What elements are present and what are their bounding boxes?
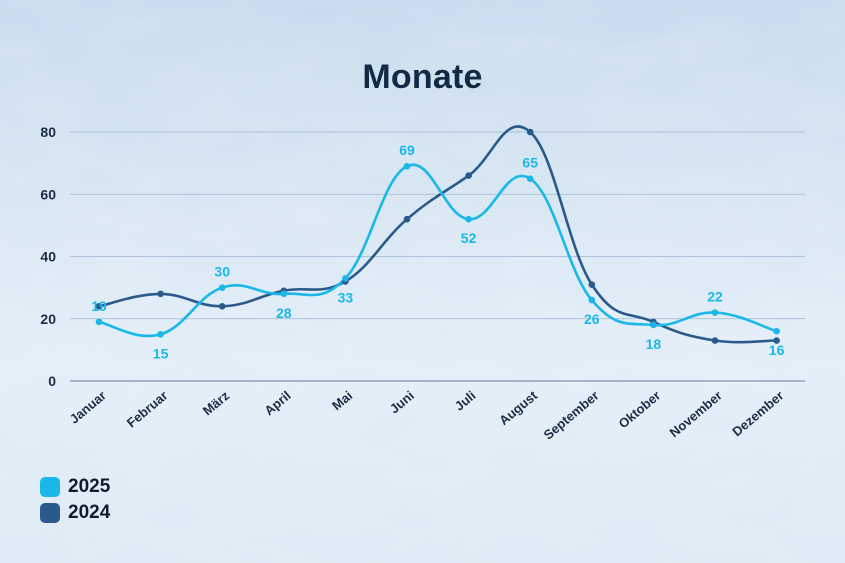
x-axis-ticks: Januar Februar März April Mai Juni Juli August S… xyxy=(67,387,787,442)
x-tick-label: Dezember xyxy=(729,388,786,439)
data-point-2024 xyxy=(157,290,164,298)
data-point-2024 xyxy=(465,172,472,179)
legend-item-2024: 2024 xyxy=(40,500,110,526)
data-label-2025: 28 xyxy=(276,305,292,321)
data-label-2025: 22 xyxy=(707,289,723,305)
x-tick-label: Mai xyxy=(329,388,355,413)
legend-label-2025: 2025 xyxy=(68,476,111,497)
data-point-2024 xyxy=(773,337,780,344)
chart-title: Monate xyxy=(362,58,483,96)
data-label-2025: 33 xyxy=(338,289,354,305)
y-tick-label: 60 xyxy=(40,186,56,202)
data-label-2025: 19 xyxy=(91,298,107,314)
data-point-2024 xyxy=(218,303,226,310)
y-tick-label: 40 xyxy=(40,249,56,265)
data-point-2025 xyxy=(403,162,411,170)
legend: 2025 2024 xyxy=(40,474,110,526)
x-tick-label: November xyxy=(667,388,725,440)
data-point-2025 xyxy=(650,321,657,329)
x-tick-label: September xyxy=(541,388,602,443)
data-label-2025: 15 xyxy=(153,345,169,361)
y-axis-ticks: 0 20 40 60 80 xyxy=(40,124,56,389)
legend-item-2025: 2025 xyxy=(40,474,110,500)
data-point-2025 xyxy=(218,284,226,291)
data-point-2025 xyxy=(465,215,472,223)
data-point-2024 xyxy=(95,303,103,310)
data-labels: 19 15 30 28 33 69 52 65 26 18 22 16 xyxy=(91,142,784,361)
data-label-2025: 26 xyxy=(584,311,600,327)
x-tick-label: August xyxy=(496,387,540,428)
x-tick-label: Februar xyxy=(124,388,171,431)
x-tick-label: März xyxy=(200,387,233,418)
x-tick-label: Juli xyxy=(452,388,479,414)
data-point-2024 xyxy=(526,128,534,136)
series-points xyxy=(95,128,780,344)
data-point-2025 xyxy=(157,331,164,338)
data-point-2025 xyxy=(588,296,596,304)
data-point-2024 xyxy=(588,281,596,288)
gridlines xyxy=(70,131,805,382)
x-tick-label: Oktober xyxy=(616,388,664,432)
data-point-2025 xyxy=(342,274,349,282)
data-point-2025 xyxy=(711,309,719,316)
data-label-2025: 65 xyxy=(522,155,538,171)
legend-label-2024: 2024 xyxy=(68,502,111,523)
x-tick-label: April xyxy=(261,388,293,419)
data-label-2025: 52 xyxy=(461,230,477,246)
y-tick-label: 0 xyxy=(48,373,56,389)
data-label-2025: 30 xyxy=(214,264,230,280)
data-point-2025 xyxy=(773,327,780,335)
x-tick-label: Januar xyxy=(67,388,109,427)
y-tick-label: 80 xyxy=(40,124,56,140)
series-lines xyxy=(97,125,778,344)
data-point-2025 xyxy=(526,175,534,182)
data-point-2025 xyxy=(95,318,103,326)
data-label-2025: 69 xyxy=(399,142,415,158)
x-tick-label: Juni xyxy=(387,388,417,417)
data-point-2024 xyxy=(711,337,719,344)
data-point-2024 xyxy=(403,215,411,223)
series-line-2025 xyxy=(97,163,778,338)
data-label-2025: 18 xyxy=(646,336,662,352)
data-label-2025: 16 xyxy=(769,342,785,358)
y-tick-label: 20 xyxy=(40,311,56,327)
legend-swatch-2024 xyxy=(40,503,60,523)
data-point-2025 xyxy=(280,290,288,298)
legend-swatch-2025 xyxy=(40,477,60,497)
series-line-2024 xyxy=(97,125,778,344)
